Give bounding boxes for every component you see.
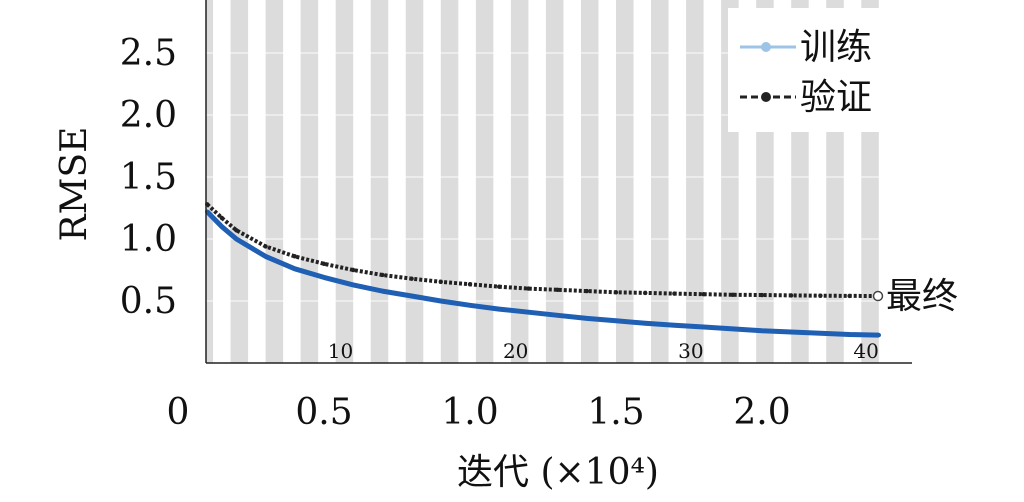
series-point	[380, 288, 385, 294]
series-point	[321, 275, 327, 280]
legend-marker	[761, 92, 771, 102]
epoch-band	[440, 0, 459, 363]
y-tick-label: 0.5	[120, 281, 177, 322]
series-point	[409, 293, 414, 299]
epoch-band	[686, 0, 704, 363]
series-point	[219, 224, 224, 229]
epoch-label: 40	[853, 339, 878, 363]
series-point	[351, 267, 356, 273]
y-tick-label: 1.0	[120, 219, 177, 260]
series-point	[467, 303, 473, 308]
series-point	[234, 236, 239, 242]
legend-marker	[761, 42, 771, 52]
series-point	[380, 272, 385, 278]
series-point	[584, 288, 589, 294]
series-point	[847, 332, 852, 337]
series-point	[730, 292, 735, 297]
epoch-labels: 10 20 30 40	[328, 339, 879, 363]
series-point	[351, 282, 356, 288]
series-point	[321, 261, 327, 266]
series-point	[730, 326, 735, 332]
epoch-band	[545, 0, 564, 363]
series-point	[672, 291, 677, 296]
epoch-label: 30	[678, 339, 703, 363]
legend-label: 验证	[800, 77, 872, 118]
epoch-label: 20	[503, 339, 528, 363]
series-point	[263, 254, 268, 259]
x-tick-label: 1.5	[587, 392, 644, 433]
x-axis-title: 迭代 (×10⁴)	[457, 452, 659, 493]
x-tick-label: 0	[167, 392, 190, 433]
legend-box	[728, 8, 908, 132]
epoch-band	[230, 0, 249, 363]
epoch-band	[265, 0, 284, 363]
series-point	[292, 266, 297, 271]
series-point	[613, 290, 619, 295]
series-point	[438, 298, 443, 304]
epoch-band	[510, 0, 529, 363]
epoch-band	[475, 0, 494, 363]
series-point	[526, 309, 531, 315]
epoch-band	[616, 0, 634, 363]
series-point	[497, 284, 502, 289]
epoch-band	[300, 0, 319, 363]
series-point	[789, 329, 794, 335]
series-point	[643, 290, 648, 296]
series-point	[701, 324, 706, 330]
x-tick-label: 2.0	[733, 392, 790, 433]
annotations: 最终	[872, 276, 958, 317]
series-point	[613, 318, 619, 324]
series-point	[876, 332, 881, 338]
series-point	[467, 282, 473, 287]
epoch-band	[370, 0, 389, 363]
series-point	[497, 306, 502, 312]
series-point	[555, 287, 560, 293]
epoch-band	[580, 0, 599, 363]
series-point	[643, 321, 648, 326]
x-tick-label: 0.5	[295, 392, 352, 433]
series-point	[847, 293, 852, 299]
series-point	[701, 291, 706, 297]
axes	[205, 0, 912, 364]
legend-label: 训练	[800, 27, 872, 68]
epoch-label: 10	[328, 339, 353, 363]
final-marker	[872, 290, 884, 302]
series-point	[672, 322, 677, 328]
series-point	[438, 279, 443, 284]
x-tick-label: 1.0	[441, 392, 498, 433]
series-point	[263, 244, 268, 249]
series-point	[818, 293, 823, 298]
y-tick-labels: 0.5 1.0 1.5 2.0 2.5	[120, 33, 177, 322]
y-axis-title: RMSE	[54, 127, 95, 242]
y-tick-label: 1.5	[120, 157, 177, 198]
y-tick-label: 2.5	[120, 33, 177, 74]
x-tick-labels: 0 0.5 1.0 1.5 2.0	[167, 392, 791, 433]
series-point	[789, 293, 794, 298]
series-point	[409, 276, 414, 281]
series-point	[219, 215, 224, 221]
final-label: 最终	[886, 276, 958, 317]
series-point	[555, 313, 560, 318]
series-point	[759, 292, 765, 298]
series-point	[584, 316, 589, 321]
series-point	[818, 331, 823, 336]
y-tick-label: 2.0	[120, 95, 177, 136]
series-point	[759, 328, 765, 333]
epoch-band	[651, 0, 669, 363]
epoch-band	[206, 0, 214, 363]
series-point	[526, 286, 531, 291]
epoch-band	[405, 0, 424, 363]
series-point	[292, 254, 297, 259]
series-point	[234, 228, 239, 233]
series-layer	[205, 202, 881, 338]
epoch-band	[335, 0, 354, 363]
